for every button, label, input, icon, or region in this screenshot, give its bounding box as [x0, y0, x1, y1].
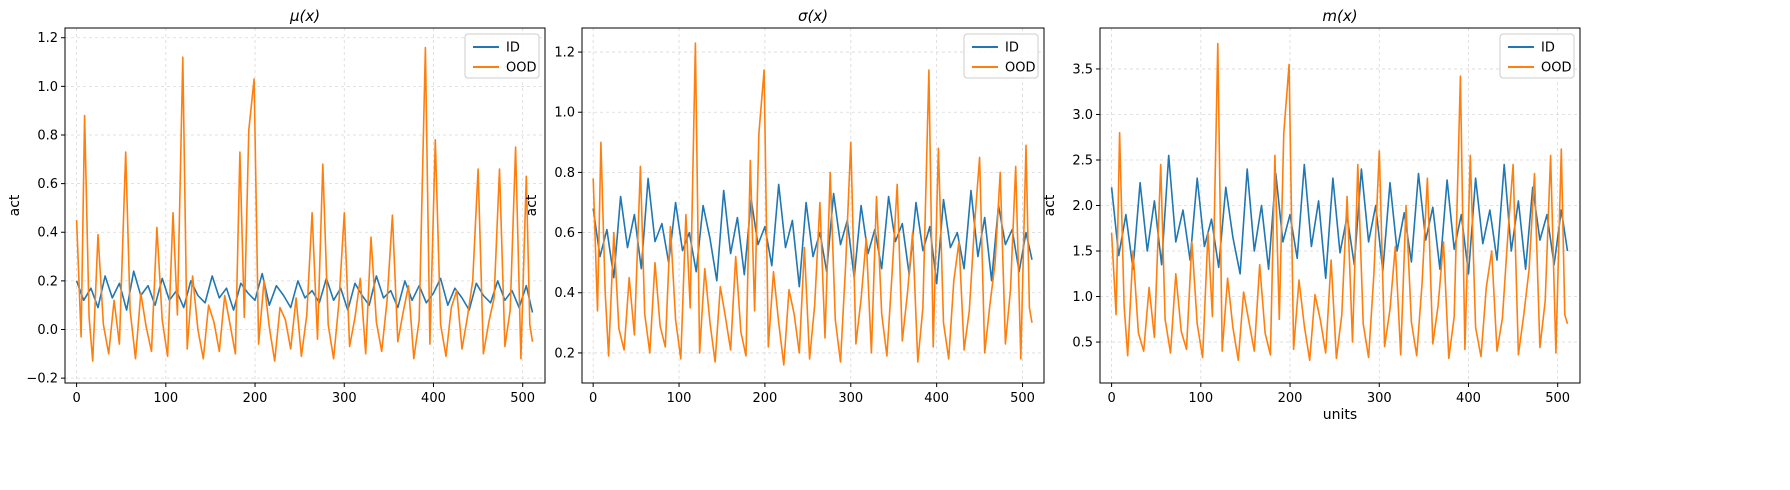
legend-label-ood: OOD — [1005, 61, 1035, 76]
y-tick-label: 1.5 — [1072, 245, 1093, 260]
x-tick-label: 400 — [1456, 391, 1481, 406]
y-tick-label: 0.2 — [37, 274, 58, 289]
y-tick-label: −0.2 — [26, 372, 58, 387]
chart-panel-1: 0 100 200 300 400 500 −0.2 0.0 0.2 0.4 0.6 0.8 1.0 1.… — [7, 7, 546, 406]
x-tick-label: 300 — [332, 391, 357, 406]
x-tick-label: 300 — [838, 391, 863, 406]
legend-label-ood: OOD — [1541, 61, 1571, 76]
chart-panel-2: 0 100 200 300 400 500 0.2 0.4 0.6 0.8 1.0 1.2 σ(x) ac… — [524, 7, 1045, 406]
y-tick-label: 1.2 — [37, 31, 58, 46]
y-tick-label: 2.5 — [1072, 153, 1093, 168]
y-tick-label: 0.8 — [554, 166, 575, 181]
x-tick-label: 500 — [1010, 391, 1035, 406]
legend: ID OOD — [1499, 33, 1575, 79]
x-tick-label: 200 — [752, 391, 777, 406]
chart-title: σ(x) — [798, 7, 828, 25]
x-axis-label: units — [1323, 407, 1357, 423]
y-tick-label: 0.4 — [37, 226, 58, 241]
plot-frame — [64, 27, 546, 384]
x-tick-label: 0 — [589, 391, 597, 406]
legend-label-ood: OOD — [506, 61, 536, 76]
series-line-ood — [1110, 42, 1569, 362]
y-axis-label: act — [524, 194, 540, 216]
y-tick-label: 0.6 — [37, 177, 58, 192]
y-tick-label: 0.0 — [37, 323, 58, 338]
series-line-id — [1110, 154, 1569, 280]
x-tick-label: 400 — [924, 391, 949, 406]
y-tick-label: 1.0 — [554, 106, 575, 121]
x-tick-label: 100 — [1188, 391, 1213, 406]
chart-title: μ(x) — [289, 7, 320, 25]
y-tick-label: 0.5 — [1072, 336, 1093, 351]
x-tick-label: 0 — [1107, 391, 1115, 406]
x-tick-label: 200 — [1278, 391, 1303, 406]
y-tick-label: 0.2 — [554, 346, 575, 361]
y-tick-label: 1.0 — [37, 80, 58, 95]
y-tick-label: 2.0 — [1072, 199, 1093, 214]
legend-label-id: ID — [1005, 41, 1019, 56]
x-tick-label: 400 — [421, 391, 446, 406]
chart-panel-3: 0 100 200 300 400 500 0.5 1.0 1.5 2.0 2.5 3.0 3.5 m(x… — [1042, 7, 1581, 423]
x-tick-label: 100 — [667, 391, 692, 406]
chart-title: m(x) — [1322, 7, 1357, 25]
y-tick-label: 1.2 — [554, 46, 575, 61]
x-tick-label: 0 — [72, 391, 80, 406]
plot-frame — [581, 27, 1045, 384]
y-tick-label: 0.4 — [554, 286, 575, 301]
series-line-ood — [592, 42, 1033, 366]
x-tick-label: 200 — [243, 391, 268, 406]
y-tick-label: 3.0 — [1072, 108, 1093, 123]
y-axis-label: act — [7, 194, 23, 216]
legend-label-id: ID — [1541, 41, 1555, 56]
y-tick-label: 1.0 — [1072, 290, 1093, 305]
series-line-ood — [75, 46, 534, 362]
legend: ID OOD — [464, 33, 540, 79]
x-tick-label: 300 — [1367, 391, 1392, 406]
x-tick-label: 500 — [510, 391, 535, 406]
legend-label-id: ID — [506, 41, 520, 56]
y-tick-label: 0.8 — [37, 128, 58, 143]
legend: ID OOD — [963, 33, 1039, 79]
x-tick-label: 500 — [1545, 391, 1570, 406]
x-tick-label: 100 — [153, 391, 178, 406]
y-tick-label: 3.5 — [1072, 62, 1093, 77]
y-axis-label: act — [1042, 194, 1058, 216]
y-tick-label: 0.6 — [554, 226, 575, 241]
